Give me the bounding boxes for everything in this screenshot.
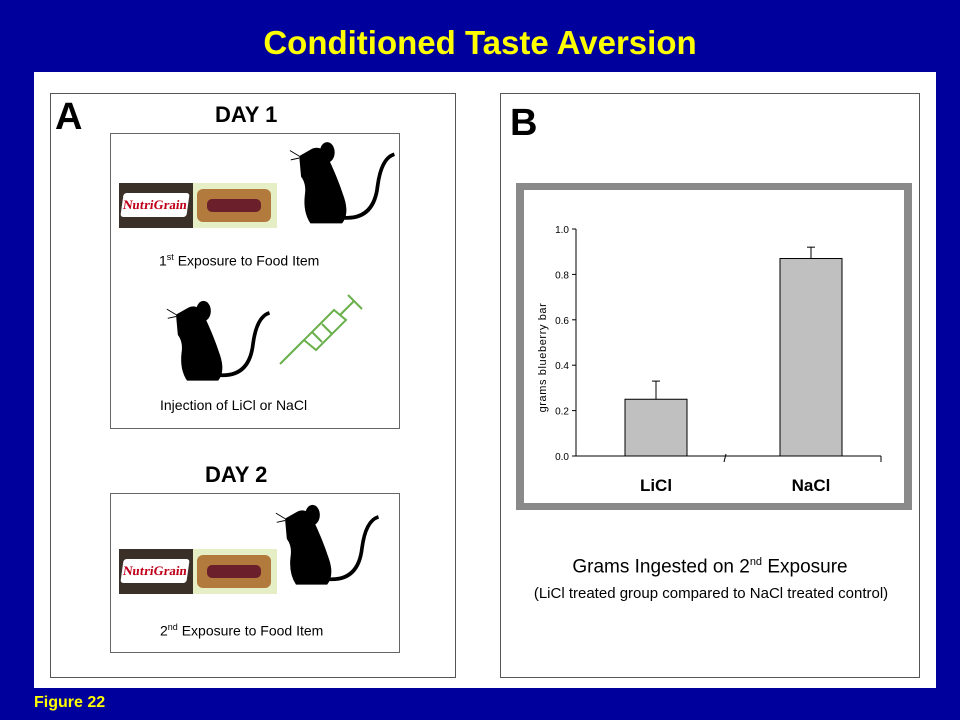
panel-b-letter: B [510,102,538,144]
category-label: NaCl [792,476,831,495]
food-item-image: NutriGrain [119,183,277,228]
nutrigrain-logo: NutriGrain [119,549,193,594]
rat-icon [289,142,396,224]
bar-licl [624,398,688,457]
panel-a-letter: A [55,96,83,138]
first-exposure-caption: 1st Exposure to Food Item [159,252,320,269]
bar-nacl [779,258,843,457]
y-tick-label: 0.6 [555,316,569,327]
day-1-heading: DAY 1 [215,102,278,127]
category-label: LiCl [640,476,672,495]
rat-icon [166,300,271,381]
second-exposure-caption: 2nd Exposure to Food Item [160,622,324,639]
nutrigrain-logo: NutriGrain [119,183,193,228]
y-tick-label: 1.0 [555,225,569,236]
y-tick-label: 0.4 [555,361,569,372]
figure-label: Figure 22 [34,694,106,711]
blueberry-bar-image [193,549,277,594]
chart-caption: Grams Ingested on 2nd Exposure [572,556,848,578]
rat-icon [275,504,380,585]
y-axis-label: grams blueberry bar [537,303,549,413]
y-tick-label: 0.8 [555,270,569,281]
day-2-heading: DAY 2 [205,462,268,487]
chart-frame: 0.0 0.2 0.4 0.6 0.8 1.0 grams blueberry bar LiC… [516,183,912,510]
bar-chart: 0.0 0.2 0.4 0.6 0.8 1.0 grams blueberry bar LiC… [537,225,882,495]
y-tick-label: 0.2 [555,407,569,418]
day-1-box [110,133,400,429]
chart-area: 0.0 0.2 0.4 0.6 0.8 1.0 grams blueberry bar LiC… [524,190,904,503]
slide-title: Conditioned Taste Aversion [263,24,697,61]
x-axis-break-mark [723,453,727,463]
food-item-image: NutriGrain [119,549,277,594]
injection-caption: Injection of LiCl or NaCl [160,397,308,413]
syringe-icon [279,294,363,365]
y-tick-label: 0.0 [555,452,569,463]
blueberry-bar-image [193,183,277,228]
chart-subcaption: (LiCl treated group compared to NaCl tre… [533,585,889,602]
